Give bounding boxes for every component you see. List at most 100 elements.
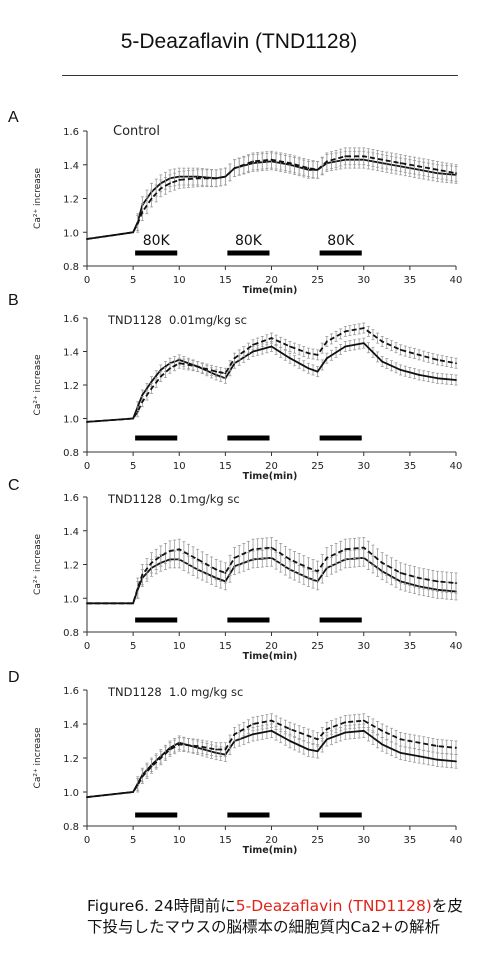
data-point xyxy=(136,587,139,590)
data-point xyxy=(362,719,365,722)
title-divider xyxy=(62,75,458,76)
data-point xyxy=(325,738,328,741)
data-point xyxy=(132,231,135,234)
data-point xyxy=(215,177,218,180)
x-tick-label: 35 xyxy=(404,835,417,846)
y-tick-label: 0.8 xyxy=(63,448,79,459)
y-axis-label: Ca²⁺ increase xyxy=(33,534,43,595)
data-point xyxy=(418,755,420,758)
panel-annotation: TND1128 0.1mg/kg sc xyxy=(107,492,240,506)
stimulus-bar xyxy=(319,812,362,818)
data-point xyxy=(325,556,328,559)
data-point xyxy=(141,775,144,778)
data-point xyxy=(418,741,420,744)
panel-annotation: Control xyxy=(113,124,160,139)
x-tick-label: 20 xyxy=(265,275,278,286)
caption-highlight: 5-Deazaflavin (TND1128) xyxy=(235,897,432,915)
data-point xyxy=(136,784,139,787)
data-point xyxy=(132,791,135,793)
x-tick-label: 5 xyxy=(130,461,136,472)
x-tick-label: 5 xyxy=(130,835,136,846)
data-point xyxy=(307,352,310,355)
x-tick-label: 10 xyxy=(173,461,186,472)
stimulus-label: 80K xyxy=(327,233,355,249)
data-point xyxy=(381,340,384,343)
panel-letter: B xyxy=(8,292,19,309)
y-tick-label: 1.4 xyxy=(63,720,79,731)
data-point xyxy=(399,162,402,164)
y-tick-label: 0.8 xyxy=(63,822,79,833)
data-point xyxy=(159,757,162,759)
y-tick-label: 1.6 xyxy=(63,686,79,697)
y-axis-label: Ca²⁺ increase xyxy=(33,727,43,788)
data-point xyxy=(362,155,365,158)
y-tick-label: 1.6 xyxy=(63,127,79,138)
data-point xyxy=(399,572,402,574)
panel-c: C 0.8 1.0 1.2 1.4 1.6 0 5 10 15 20 25 30 35 40 Time(min… xyxy=(8,477,462,662)
x-axis-label: Time(min) xyxy=(243,651,298,662)
x-tick-label: 0 xyxy=(84,275,90,286)
data-point xyxy=(344,548,347,551)
data-point xyxy=(224,572,227,574)
data-point xyxy=(159,375,162,378)
data-point xyxy=(344,155,347,158)
x-tick-label: 40 xyxy=(450,461,463,472)
y-axis-label: Ca²⁺ increase xyxy=(33,168,43,229)
data-point xyxy=(316,738,319,741)
data-point xyxy=(362,342,365,345)
y-tick-label: 0.8 xyxy=(63,262,79,273)
data-point xyxy=(325,160,328,163)
data-point xyxy=(233,556,236,559)
data-point xyxy=(455,746,457,749)
stimulus-bar xyxy=(135,435,178,441)
data-point xyxy=(136,222,139,225)
data-point xyxy=(215,370,218,373)
data-point xyxy=(418,165,420,168)
stimulus-bar xyxy=(319,435,362,441)
data-point xyxy=(150,387,153,390)
stimulus-bar xyxy=(135,617,178,623)
data-point xyxy=(178,362,181,365)
data-point xyxy=(224,175,227,178)
data-point xyxy=(86,602,88,605)
caption-suffix: を皮下投与したマウスの脳標本の細胞質内Ca2+の解析 xyxy=(87,897,463,936)
x-tick-label: 15 xyxy=(219,835,232,846)
data-point xyxy=(436,745,439,747)
y-tick-label: 1.0 xyxy=(63,594,79,605)
y-axis-label: Ca²⁺ increase xyxy=(33,354,43,415)
figure-caption: Figure6. 24時間前に5-Deazaflavin (TND1128)を皮… xyxy=(87,896,467,938)
data-point xyxy=(316,168,319,171)
series-dashed xyxy=(86,322,458,423)
x-tick-label: 35 xyxy=(404,275,417,286)
data-point xyxy=(252,160,254,163)
y-tick-label: 1.2 xyxy=(63,754,79,765)
data-point xyxy=(289,345,291,348)
data-point xyxy=(362,729,365,732)
data-point xyxy=(86,796,88,798)
series-dashed xyxy=(86,713,458,798)
data-point xyxy=(215,568,218,571)
data-point xyxy=(418,374,420,376)
data-point xyxy=(381,743,384,746)
x-tick-label: 20 xyxy=(265,641,278,652)
data-point xyxy=(159,369,162,371)
data-point xyxy=(381,729,384,732)
panel-annotation: TND1128 0.01mg/kg sc xyxy=(107,313,247,327)
panel-b: B 0.8 1.0 1.2 1.4 1.6 0 5 10 15 20 25 30 35 40 Time(min… xyxy=(8,292,462,482)
data-point xyxy=(344,345,347,348)
stimulus-bar xyxy=(227,250,270,256)
stimulus-bar xyxy=(319,617,362,623)
x-tick-label: 0 xyxy=(84,461,90,472)
data-point xyxy=(316,353,319,356)
x-tick-label: 40 xyxy=(450,275,463,286)
data-point xyxy=(270,546,273,549)
data-point xyxy=(196,558,199,561)
data-point xyxy=(316,370,319,373)
y-tick-label: 1.6 xyxy=(63,314,79,325)
data-point xyxy=(307,566,310,569)
data-point xyxy=(362,327,365,329)
data-point xyxy=(289,357,291,360)
x-tick-label: 25 xyxy=(311,461,324,472)
caption-prefix: Figure6. 24時間前に xyxy=(87,897,236,915)
data-point xyxy=(455,379,457,381)
